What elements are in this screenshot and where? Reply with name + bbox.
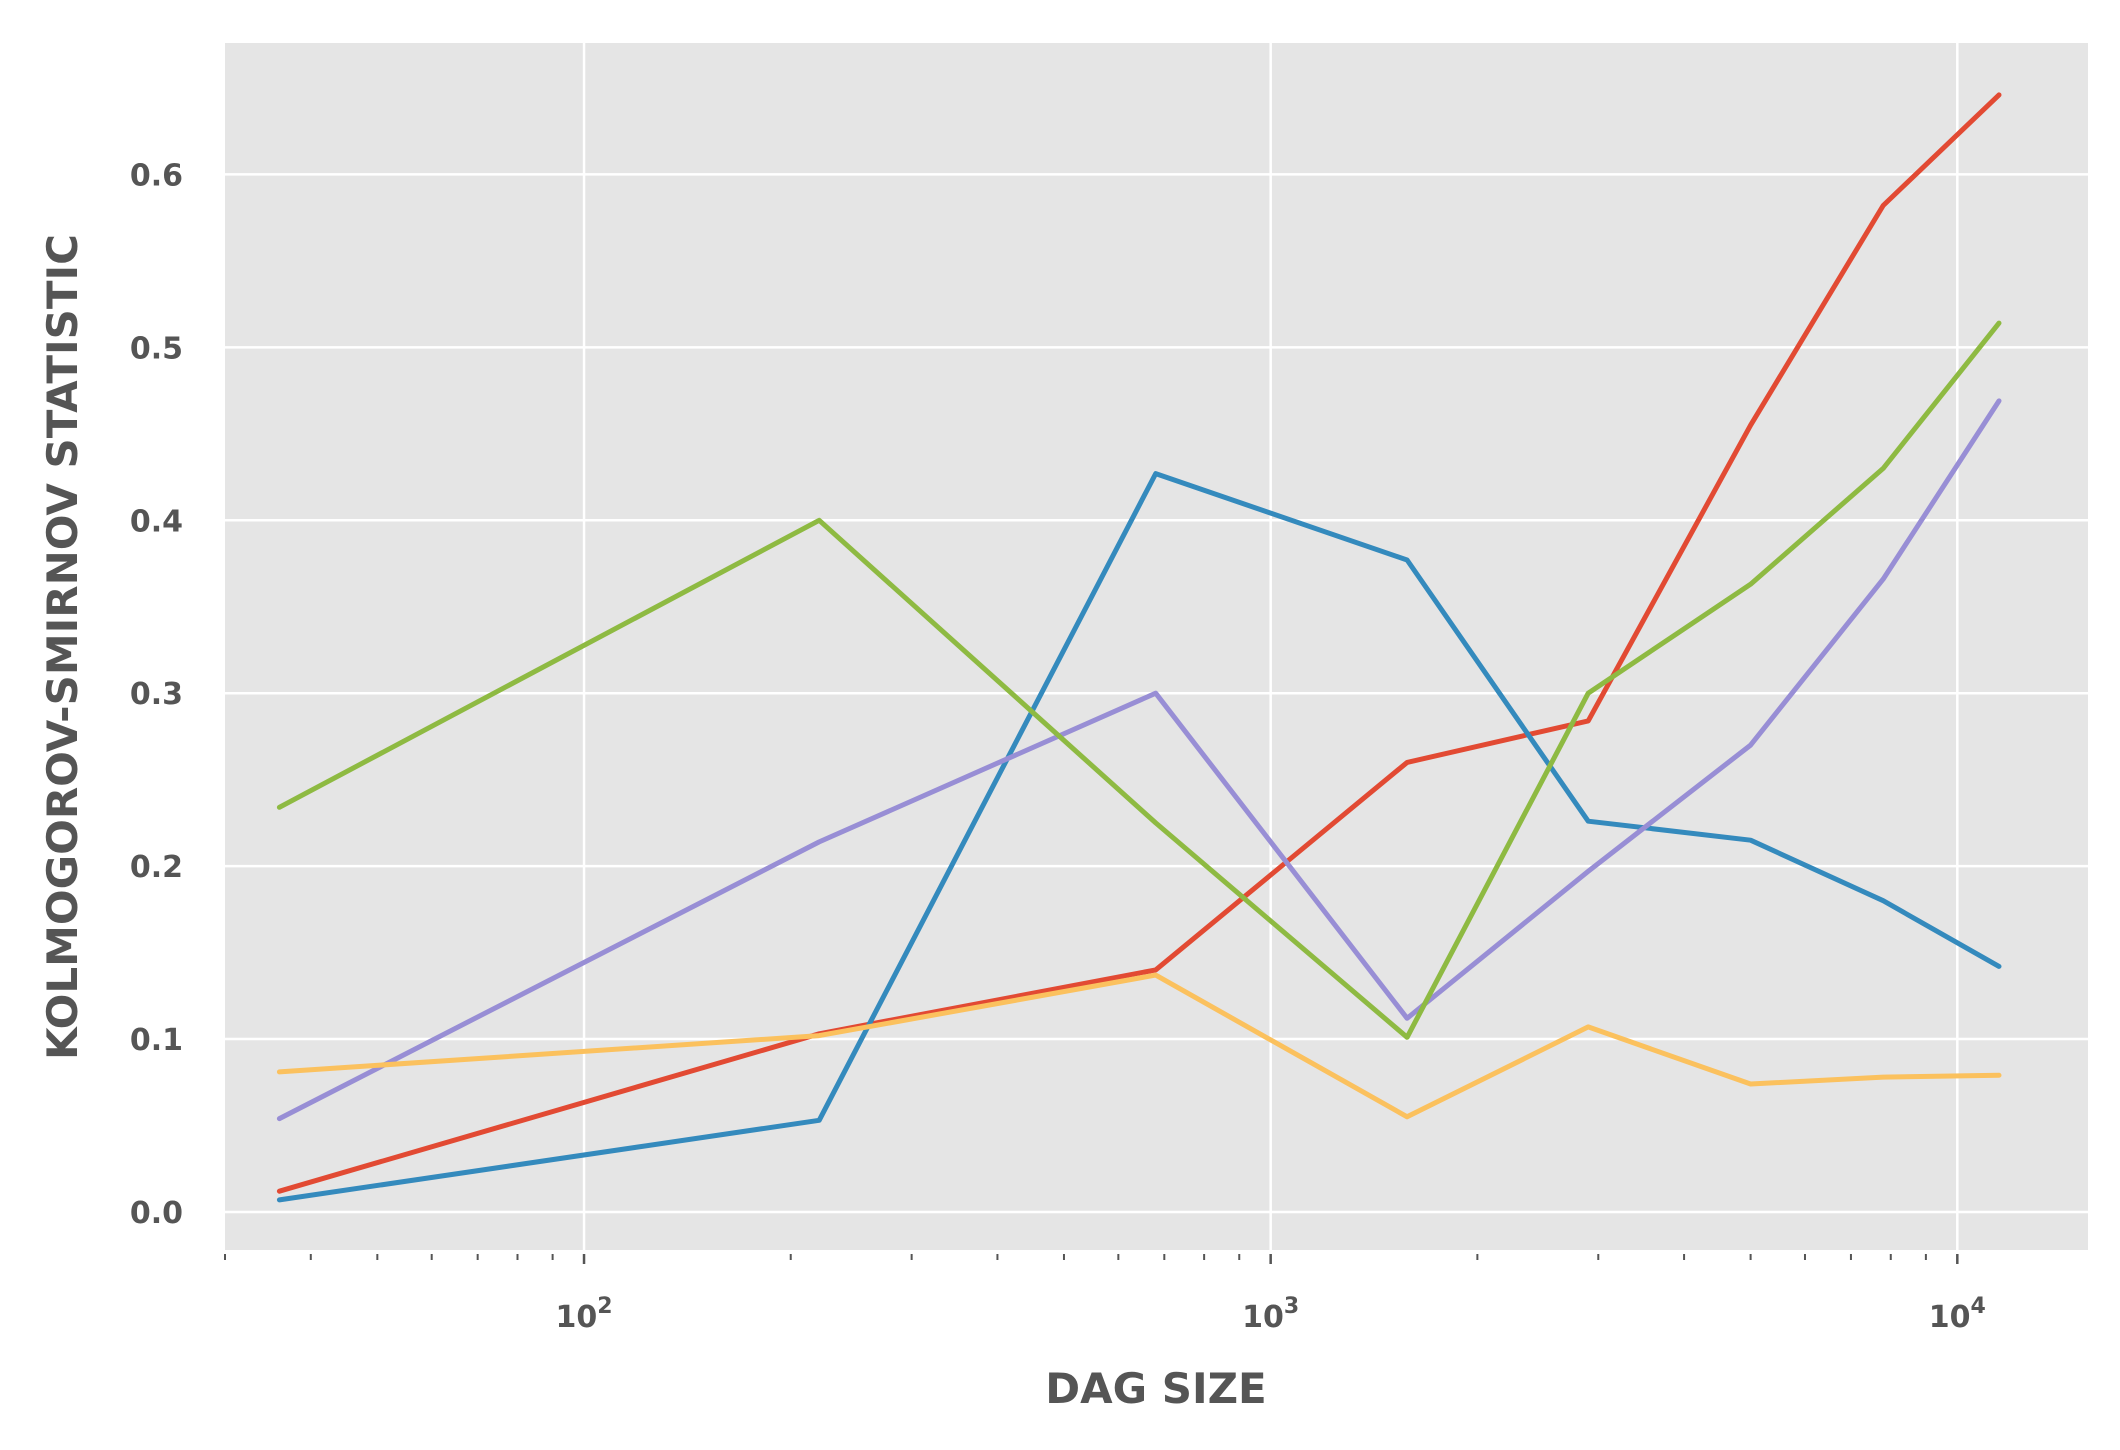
series-line-5 (276, 320, 2002, 1040)
y-tick-label: 0.2 (130, 850, 183, 885)
series-line-2 (276, 471, 2002, 1203)
y-tick-label: 0.6 (130, 158, 183, 193)
grid (225, 43, 2088, 1250)
x-tick-label: 103 (1242, 1294, 1299, 1335)
y-axis-title: KOLMOGOROV-SMIRNOV STATISTIC (38, 234, 87, 1060)
y-tick-label: 0.4 (130, 504, 183, 539)
series-lines (276, 92, 2002, 1203)
y-tick-labels: 0.0 0.1 0.2 0.3 0.4 0.5 0.6 (130, 158, 183, 1231)
plot-background (225, 43, 2088, 1250)
x-minor-ticks (224, 1254, 1959, 1264)
x-tick-label: 104 (1929, 1294, 1986, 1335)
y-tick-label: 0.1 (130, 1023, 183, 1058)
series-line-4 (276, 972, 2002, 1120)
series-line-3 (276, 398, 2002, 1122)
y-tick-label: 0.5 (130, 331, 183, 366)
y-tick-label: 0.0 (130, 1196, 183, 1231)
x-tick-label: 102 (555, 1294, 612, 1335)
y-tick-label: 0.3 (130, 677, 183, 712)
x-axis-title: DAG SIZE (1045, 1364, 1266, 1413)
x-tick-labels: 102 103 104 (555, 1294, 1985, 1335)
